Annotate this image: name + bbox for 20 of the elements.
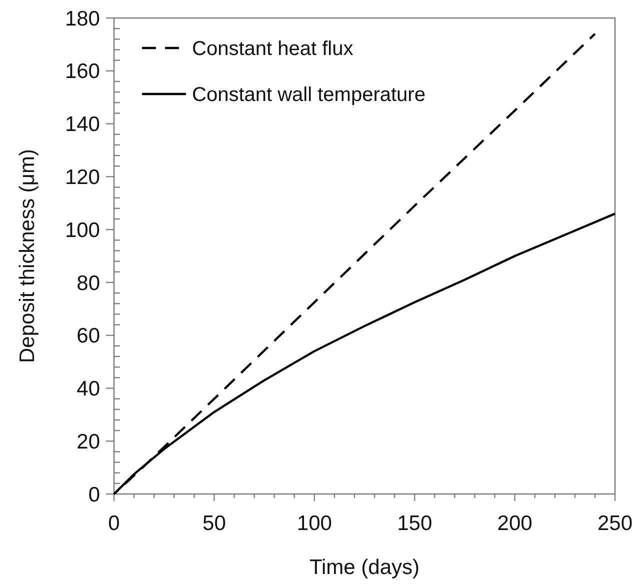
x-tick-label: 150: [397, 512, 432, 535]
y-tick-label: 40: [76, 378, 100, 401]
x-tick-label: 0: [108, 512, 120, 535]
y-tick-label: 20: [76, 430, 100, 454]
y-tick-label: 100: [64, 218, 100, 242]
x-tick-label: 100: [296, 512, 332, 535]
y-tick-label: 0: [88, 483, 100, 506]
x-axis-title: Time (days): [309, 556, 420, 579]
x-tick-label: 50: [202, 512, 226, 535]
y-tick-label: 160: [64, 60, 100, 84]
y-tick-label: 180: [64, 7, 100, 30]
legend-label: Constant wall temperature: [192, 84, 426, 106]
x-tick-label: 250: [597, 512, 633, 535]
y-tick-label: 80: [76, 272, 100, 295]
x-tick-label: 200: [497, 512, 532, 535]
y-tick-label: 140: [64, 113, 100, 136]
y-tick-label: 120: [64, 166, 100, 190]
y-axis-title: Deposit thickness (μm): [16, 149, 39, 363]
y-tick-label: 60: [76, 324, 100, 348]
legend-label: Constant heat flux: [192, 38, 354, 60]
